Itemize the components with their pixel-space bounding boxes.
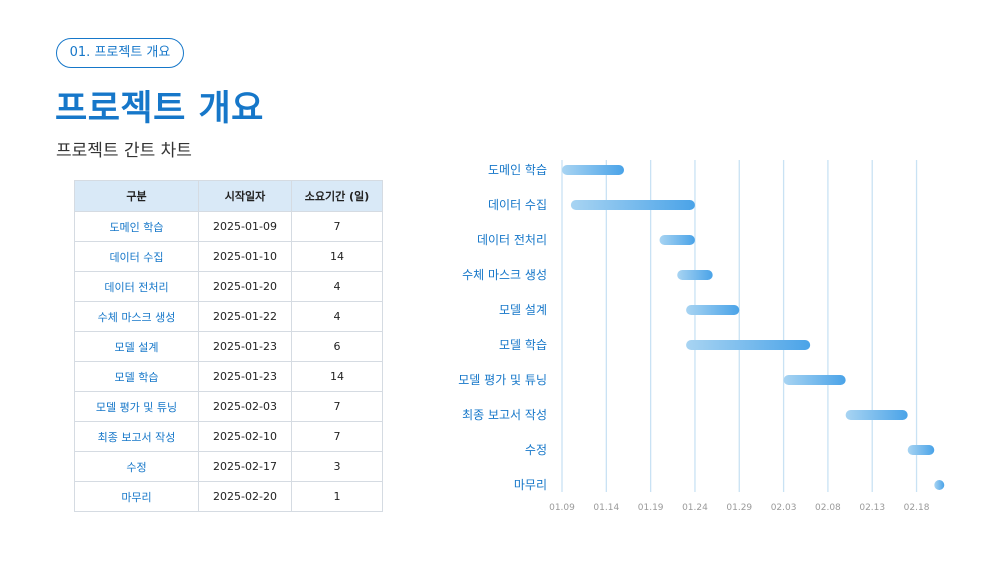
page-title: 프로젝트 개요	[55, 89, 264, 129]
category-label: 데이터 수집	[488, 198, 547, 212]
table-row: 모델 학습 2025-01-23 14	[74, 361, 383, 392]
x-tick-label: 02.18	[904, 503, 930, 513]
x-tick-label: 01.09	[549, 503, 575, 513]
gantt-tick-labels: 01.09 01.14 01.19 01.24 01.29 02.03 02.08 02.13…	[549, 503, 930, 513]
start-date-cell: 2025-02-17	[198, 451, 292, 482]
start-date-cell: 2025-01-23	[198, 361, 292, 392]
duration-cell: 4	[291, 301, 383, 332]
start-date-cell: 2025-01-20	[198, 271, 292, 302]
table-row: 모델 설계 2025-01-23 6	[74, 331, 383, 362]
duration-cell: 7	[291, 421, 383, 452]
gantt-bar	[845, 410, 908, 420]
start-date-cell: 2025-02-10	[198, 421, 292, 452]
gantt-bars	[562, 165, 945, 490]
task-name-cell: 수체 마스크 생성	[74, 301, 199, 332]
task-name-cell: 데이터 수집	[74, 241, 199, 272]
task-name-cell: 도메인 학습	[74, 211, 199, 242]
start-date-cell: 2025-02-20	[198, 481, 292, 512]
duration-cell: 3	[291, 451, 383, 482]
column-header-start-date: 시작일자	[198, 180, 292, 212]
section-pill: 01. 프로젝트 개요	[56, 38, 184, 68]
gantt-bar	[783, 375, 846, 385]
start-date-cell: 2025-01-10	[198, 241, 292, 272]
task-name-cell: 모델 학습	[74, 361, 199, 392]
table-row: 데이터 수집 2025-01-10 14	[74, 241, 383, 272]
x-tick-label: 02.13	[859, 503, 885, 513]
task-name-cell: 최종 보고서 작성	[74, 421, 199, 452]
category-label: 마무리	[514, 478, 547, 492]
table-row: 마무리 2025-02-20 1	[74, 481, 383, 512]
category-label: 수체 마스크 생성	[462, 268, 547, 282]
start-date-cell: 2025-01-23	[198, 331, 292, 362]
gantt-bar	[907, 445, 935, 455]
table-row: 수체 마스크 생성 2025-01-22 4	[74, 301, 383, 332]
table-header-row: 구분 시작일자 소요기간 (일)	[74, 180, 383, 212]
category-label: 모델 설계	[499, 303, 547, 317]
category-label: 데이터 전처리	[477, 233, 547, 247]
category-label: 수정	[525, 443, 547, 457]
duration-cell: 6	[291, 331, 383, 362]
gantt-bar	[934, 480, 945, 490]
gantt-bar	[570, 200, 695, 210]
table-row: 최종 보고서 작성 2025-02-10 7	[74, 421, 383, 452]
table-row: 데이터 전처리 2025-01-20 4	[74, 271, 383, 302]
x-tick-label: 02.03	[771, 503, 797, 513]
category-label: 모델 학습	[499, 338, 547, 352]
x-tick-label: 02.08	[815, 503, 841, 513]
category-label: 최종 보고서 작성	[462, 408, 547, 422]
task-name-cell: 수정	[74, 451, 199, 482]
duration-cell: 1	[291, 481, 383, 512]
duration-cell: 7	[291, 211, 383, 242]
schedule-table: 구분 시작일자 소요기간 (일) 도메인 학습 2025-01-09 7 데이터…	[74, 180, 383, 512]
gantt-bar	[686, 305, 740, 315]
table-row: 모델 평가 및 튜닝 2025-02-03 7	[74, 391, 383, 422]
gantt-bar	[659, 235, 695, 245]
start-date-cell: 2025-01-22	[198, 301, 292, 332]
duration-cell: 14	[291, 241, 383, 272]
category-label: 모델 평가 및 튜닝	[458, 373, 547, 387]
table-row: 수정 2025-02-17 3	[74, 451, 383, 482]
gantt-bar	[686, 340, 811, 350]
category-label: 도메인 학습	[488, 163, 547, 177]
x-tick-label: 01.29	[726, 503, 752, 513]
duration-cell: 14	[291, 361, 383, 392]
x-tick-label: 01.24	[682, 503, 708, 513]
start-date-cell: 2025-01-09	[198, 211, 292, 242]
page-subtitle: 프로젝트 간트 차트	[56, 141, 192, 161]
task-name-cell: 모델 설계	[74, 331, 199, 362]
gantt-bar	[562, 165, 625, 175]
table-row: 도메인 학습 2025-01-09 7	[74, 211, 383, 242]
x-tick-label: 01.14	[593, 503, 619, 513]
x-tick-label: 01.19	[638, 503, 664, 513]
task-name-cell: 마무리	[74, 481, 199, 512]
duration-cell: 4	[291, 271, 383, 302]
column-header-duration: 소요기간 (일)	[291, 180, 383, 212]
task-name-cell: 모델 평가 및 튜닝	[74, 391, 199, 422]
gantt-grid	[561, 160, 918, 492]
duration-cell: 7	[291, 391, 383, 422]
task-name-cell: 데이터 전처리	[74, 271, 199, 302]
column-header-category: 구분	[74, 180, 199, 212]
gantt-bar	[677, 270, 713, 280]
start-date-cell: 2025-02-03	[198, 391, 292, 422]
